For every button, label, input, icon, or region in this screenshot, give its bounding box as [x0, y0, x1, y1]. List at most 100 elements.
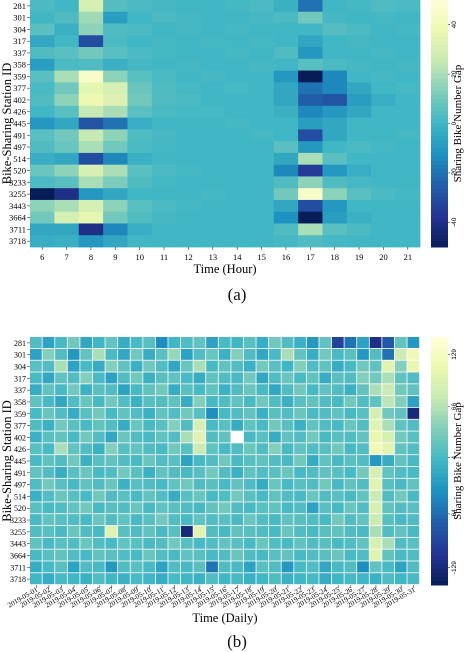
heatmap-b-cell — [55, 490, 67, 502]
heatmap-a-cell — [371, 23, 397, 36]
heatmap-b-cell — [168, 407, 181, 419]
heatmap-b-cell — [382, 384, 395, 396]
colorbar-segment — [431, 510, 448, 516]
heatmap-b-cell — [357, 396, 369, 408]
heatmap-a-cell — [346, 47, 372, 60]
x-tick-label: 16 — [282, 252, 291, 262]
heatmap-a-cell — [395, 117, 421, 130]
heatmap-b-cell — [193, 372, 206, 384]
heatmap-b-cell — [155, 443, 168, 455]
colorbar-segment — [431, 61, 448, 67]
heatmap-b-cell — [206, 466, 218, 478]
heatmap-b-cell — [382, 360, 395, 372]
heatmap-b-cell — [319, 537, 332, 549]
heatmap-b-cell — [80, 490, 93, 502]
heatmap-a-cell — [176, 94, 202, 107]
heatmap-b-cell — [155, 407, 168, 419]
heatmap-b-cell — [344, 514, 357, 526]
heatmap-a-cell — [78, 35, 104, 48]
heatmap-b-cell — [357, 360, 369, 372]
heatmap-b-cell — [344, 502, 357, 514]
colorbar-segment — [431, 107, 448, 112]
heatmap-b-cell — [306, 372, 319, 384]
heatmap-b-cell — [118, 431, 130, 443]
heatmap-b-cell — [281, 443, 294, 455]
heatmap-b-cell — [281, 466, 294, 478]
heatmap-b-cell — [193, 384, 206, 396]
heatmap-a-cell — [54, 23, 80, 36]
heatmap-b-cell — [407, 549, 420, 561]
colorbar-label: Sharing Bike Number Gap — [452, 64, 464, 182]
heatmap-a-cell — [151, 11, 177, 24]
heatmap-a-cell — [322, 0, 348, 13]
heatmap-b-cell — [256, 396, 269, 408]
heatmap-a-cell — [322, 176, 348, 189]
heatmap-b-cell — [67, 478, 80, 490]
heatmap-b-cell — [42, 525, 55, 537]
heatmap-a-cell — [103, 35, 128, 48]
colorbar-tick-label: -129 — [451, 561, 458, 574]
heatmap-a-cell — [151, 105, 177, 119]
heatmap-a-cell — [273, 211, 299, 224]
heatmap-a-cell — [151, 35, 177, 48]
heatmap-a-cell — [371, 235, 397, 248]
heatmap-b-cell — [369, 455, 382, 467]
heatmap-b-cell — [218, 360, 231, 372]
heatmap-b-cell — [407, 455, 420, 467]
heatmap-b-cell — [269, 525, 281, 537]
heatmap-b-cell — [206, 514, 218, 526]
heatmap-b-cell — [369, 443, 382, 455]
heatmap-b-cell — [243, 537, 256, 549]
colorbar-segment — [431, 181, 448, 186]
heatmap-a-cell — [395, 82, 421, 95]
heatmap-b-cell — [155, 466, 168, 478]
heatmap-a-cell — [127, 117, 153, 130]
heatmap-b-cell — [243, 443, 256, 455]
colorbar-segment — [431, 234, 448, 240]
heatmap-a-cell — [395, 105, 421, 119]
colorbar-segment — [431, 41, 448, 46]
heatmap-a-cell — [371, 47, 397, 60]
colorbar-segment — [431, 543, 448, 549]
heatmap-b-cell — [193, 396, 206, 408]
heatmap-b-cell — [55, 549, 67, 561]
heatmap-b-cell — [218, 573, 231, 585]
heatmap-b-cell — [105, 337, 118, 349]
heatmap-b-cell — [42, 466, 55, 478]
heatmap-b-cell — [369, 337, 382, 349]
heatmap-b-cell — [256, 443, 269, 455]
heatmap-b-cell — [294, 549, 306, 561]
heatmap-b-cell — [193, 466, 206, 478]
colorbar-segment — [431, 197, 448, 203]
heatmap-b-cell — [193, 549, 206, 561]
heatmap-b-cell — [382, 396, 395, 408]
heatmap-b-cell — [168, 455, 181, 467]
colorbar-segment — [431, 127, 448, 133]
heatmap-a-cell — [395, 23, 421, 36]
heatmap-b-cell — [319, 466, 332, 478]
heatmap-a-cell — [200, 188, 226, 201]
colorbar-segment — [431, 65, 448, 71]
heatmap-a-cell — [78, 11, 104, 24]
heatmap-a-cell — [371, 117, 397, 130]
heatmap-b-cell — [294, 348, 306, 360]
heatmap-b-cell — [269, 455, 281, 467]
heatmap-b-cell — [118, 384, 130, 396]
heatmap-a-cell — [322, 129, 348, 142]
heatmap-b-cell — [306, 573, 319, 585]
colorbar-segment — [431, 485, 448, 491]
heatmap-a-cell — [322, 105, 348, 119]
heatmap-a-cell — [127, 70, 153, 83]
heatmap-a-cell — [151, 164, 177, 177]
heatmap-a-cell — [127, 129, 153, 142]
colorbar-segment — [431, 193, 448, 199]
heatmap-b-cell — [256, 419, 269, 431]
colorbar-segment — [431, 448, 448, 454]
heatmap-b-cell — [231, 337, 244, 349]
heatmap-a-cell — [225, 141, 250, 154]
heatmap-b-cell — [218, 407, 231, 419]
heatmap-b-cell — [155, 372, 168, 384]
heatmap-a-cell — [200, 70, 226, 83]
heatmap-b-cell — [231, 573, 244, 585]
heatmap-a-cell — [54, 105, 80, 119]
